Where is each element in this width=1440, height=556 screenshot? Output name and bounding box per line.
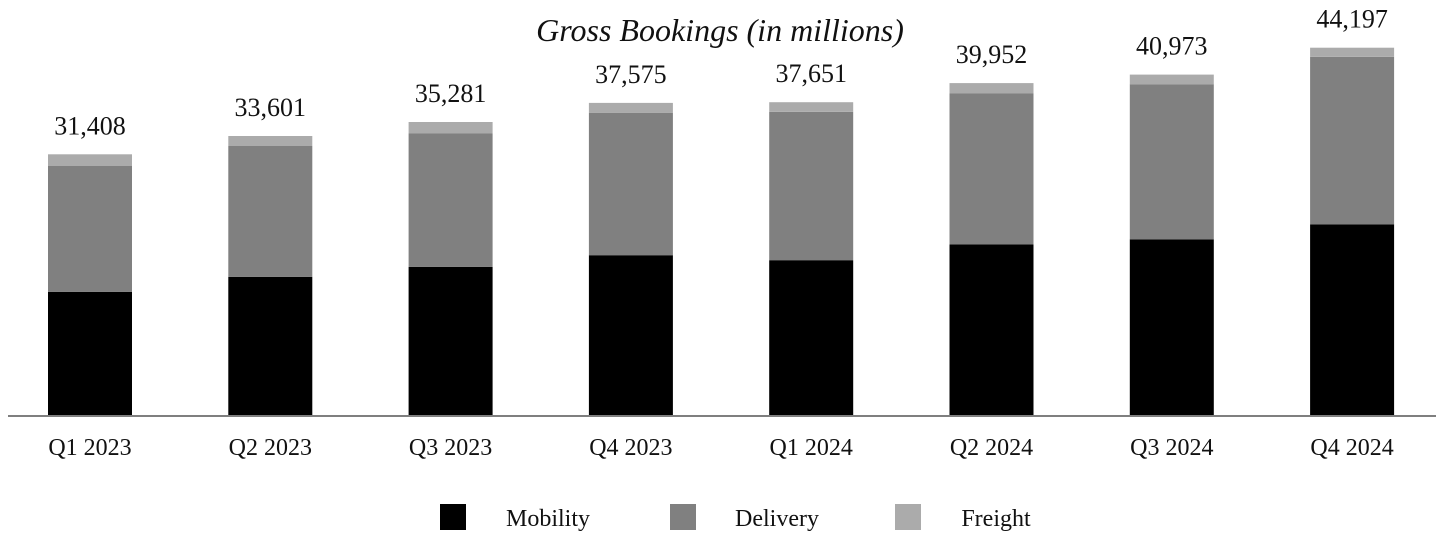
x-tick-label-q3-2024: Q3 2024 (1130, 435, 1213, 461)
bar-freight-q1-2024 (769, 102, 854, 112)
bar-freight-q3-2023 (408, 122, 493, 134)
total-label-q3-2023: 35,281 (415, 79, 487, 108)
bar-mobility-q4-2024 (1310, 224, 1395, 416)
bar-freight-q4-2023 (588, 102, 673, 113)
x-tick-label-q2-2024: Q2 2024 (950, 435, 1033, 461)
bar-delivery-q3-2024 (1129, 84, 1214, 240)
bar-mobility-q4-2023 (588, 255, 673, 416)
bar-delivery-q2-2023 (228, 146, 313, 277)
legend-swatch-delivery (670, 504, 696, 530)
chart-title: Gross Bookings (in millions) (536, 12, 904, 48)
total-label-q4-2024: 44,197 (1316, 5, 1388, 34)
bar-mobility-q2-2024 (949, 244, 1034, 416)
x-tick-label-q4-2023: Q4 2023 (589, 435, 672, 461)
total-label-q3-2024: 40,973 (1136, 32, 1208, 61)
bar-mobility-q3-2024 (1129, 239, 1214, 416)
x-tick-label-q2-2023: Q2 2023 (229, 435, 312, 461)
legend-swatch-freight (895, 504, 921, 530)
bar-freight-q2-2024 (949, 83, 1034, 94)
x-tick-label-q3-2023: Q3 2023 (409, 435, 492, 461)
total-labels: 31,408 33,601 35,281 37,575 37,651 39,952 40,9… (54, 5, 1388, 141)
total-label-q4-2023: 37,575 (595, 60, 667, 89)
x-tick-label-q1-2024: Q1 2024 (770, 435, 853, 461)
bar-delivery-q3-2023 (408, 133, 493, 267)
legend-swatch-mobility (440, 504, 466, 530)
total-label-q2-2024: 39,952 (956, 40, 1028, 69)
legend: Mobility Delivery Freight (440, 504, 1031, 532)
legend-label-freight: Freight (961, 506, 1031, 532)
bar-delivery-q1-2023 (48, 166, 132, 292)
total-label-q1-2024: 37,651 (775, 59, 847, 88)
legend-label-delivery: Delivery (735, 506, 819, 532)
bar-freight-q3-2024 (1129, 74, 1214, 85)
bar-mobility-q1-2023 (48, 291, 132, 416)
bar-delivery-q1-2024 (769, 111, 854, 261)
bars-layer (48, 47, 1395, 416)
total-label-q2-2023: 33,601 (235, 93, 307, 122)
total-label-q1-2023: 31,408 (54, 111, 126, 140)
x-axis-tick-labels: Q1 2023 Q2 2023 Q3 2023 Q4 2023 Q1 2024 Q2 20… (48, 435, 1393, 461)
bar-mobility-q3-2023 (408, 266, 493, 416)
bar-mobility-q1-2024 (769, 260, 854, 416)
bar-delivery-q4-2023 (588, 112, 673, 256)
bar-freight-q4-2024 (1310, 47, 1395, 57)
bar-freight-q2-2023 (228, 136, 313, 146)
bar-delivery-q4-2024 (1310, 56, 1395, 225)
bar-freight-q1-2023 (48, 154, 132, 166)
legend-label-mobility: Mobility (506, 506, 590, 532)
bar-delivery-q2-2024 (949, 93, 1034, 245)
bar-mobility-q2-2023 (228, 276, 313, 416)
x-tick-label-q4-2024: Q4 2024 (1310, 435, 1393, 461)
x-tick-label-q1-2023: Q1 2023 (48, 435, 131, 461)
